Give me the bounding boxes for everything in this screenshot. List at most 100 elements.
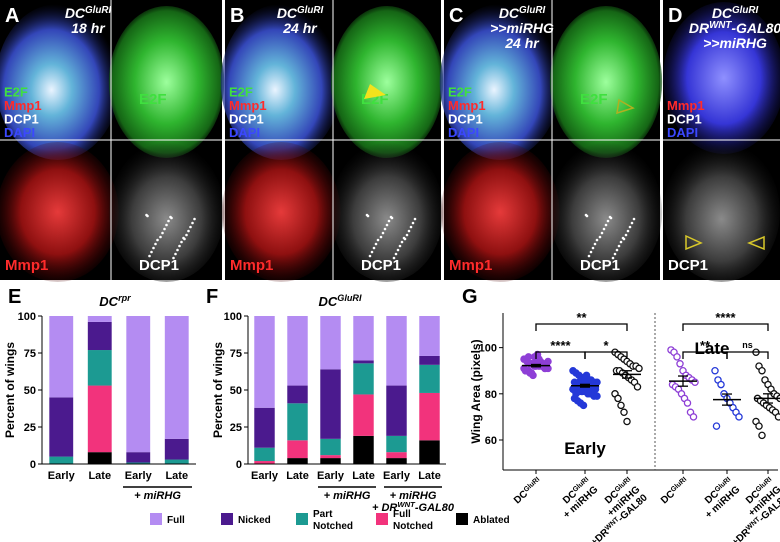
channel-label: DCP1 xyxy=(229,112,264,127)
speckle xyxy=(390,216,394,220)
text-segment: + miRHG xyxy=(324,490,371,502)
speckle xyxy=(152,246,155,250)
x-tick-label: Early xyxy=(383,470,411,482)
x-tick-label: DCGluRI xyxy=(659,476,691,507)
speckle xyxy=(374,242,378,246)
significance-bracket xyxy=(535,351,586,359)
data-point xyxy=(774,413,780,421)
bar-segment xyxy=(419,355,440,365)
error-bar xyxy=(763,393,773,404)
speckle xyxy=(615,248,619,252)
x-tick-label: DCGluRI+miRHG+DRWNT-GAL80 xyxy=(574,475,650,542)
bar-segment xyxy=(353,435,374,464)
speckle xyxy=(630,221,634,225)
error-bar xyxy=(622,370,632,379)
x-tick-label: DCGluRI xyxy=(512,476,544,507)
title-line: 24 hr xyxy=(504,35,540,51)
x-tick-label: Early xyxy=(251,470,279,482)
data-point xyxy=(755,422,763,430)
bar-segment xyxy=(287,316,308,386)
speckle xyxy=(383,227,387,231)
bar-segment xyxy=(126,462,151,464)
speckle xyxy=(606,219,610,223)
speckle xyxy=(591,246,595,250)
x-label-line: DCGluRI xyxy=(659,476,691,507)
speckle xyxy=(409,225,413,229)
bar-segment xyxy=(87,452,112,464)
text-segment: DC xyxy=(499,5,520,21)
data-point xyxy=(524,353,533,361)
superscript: GluRI xyxy=(85,5,111,16)
tissue-e2f xyxy=(549,6,663,158)
channel-label: Mmp1 xyxy=(667,98,705,113)
bar-segment xyxy=(419,316,440,356)
quadrant-label: DCP1 xyxy=(139,257,179,274)
data-point xyxy=(581,376,589,384)
speckle xyxy=(156,238,159,242)
data-point xyxy=(758,431,766,440)
error-bar xyxy=(580,383,590,388)
bar-segment xyxy=(419,440,440,464)
speckle xyxy=(381,231,385,235)
x-tick-label: Early xyxy=(48,470,76,482)
panel-letter: B xyxy=(230,5,244,27)
panel-title: DCGluRI 24 hr xyxy=(277,5,324,37)
speckle xyxy=(617,244,621,248)
text-segment: 18 hr xyxy=(71,20,106,36)
image-panel: C DCGluRI >>miRHG 24 hrE2FMmp1DCP1DAPIE2FMm… xyxy=(439,0,663,282)
channel-label: DCP1 xyxy=(667,112,702,127)
speckle xyxy=(376,238,380,242)
bar-segment xyxy=(164,459,189,464)
tissue-merge xyxy=(439,4,561,160)
speckle xyxy=(602,227,606,231)
data-point xyxy=(676,360,684,368)
text-segment: DR xyxy=(689,20,710,36)
data-point xyxy=(579,401,588,410)
bar-chart: F DCGluRI Percent of wings 0 25 50 75 100 Early L… xyxy=(206,286,455,514)
superscript: WNT xyxy=(709,20,732,31)
speckle xyxy=(172,256,175,260)
superscript: rpr xyxy=(118,293,131,303)
x-tick-label: Late xyxy=(286,470,309,482)
y-tick-label: 0 xyxy=(236,459,242,471)
tissue-mmp1 xyxy=(0,142,119,282)
annotation: Late xyxy=(695,339,730,358)
legend-label-line: Part xyxy=(313,509,333,520)
data-point xyxy=(572,390,580,398)
channel-label: DCP1 xyxy=(4,112,39,127)
channel-label: DAPI xyxy=(4,125,35,140)
group-label: + miRHG xyxy=(324,490,371,502)
bar-segment xyxy=(353,363,374,395)
title-line: DCGluRI xyxy=(712,5,759,22)
bar-segment xyxy=(353,394,374,436)
channel-label: DCP1 xyxy=(448,112,483,127)
data-point xyxy=(617,401,625,410)
image-panel: D DCGluRI DRWNT-GAL80 >>miRHGMmp1DCP1DAPIDC… xyxy=(663,0,780,282)
bar-segment xyxy=(320,458,341,464)
significance-bracket xyxy=(682,323,769,331)
channel-label: Mmp1 xyxy=(448,98,486,113)
bar-segment xyxy=(320,438,341,456)
significance-label: **** xyxy=(715,310,736,325)
bar-segment xyxy=(287,458,308,464)
superscript: GluRI xyxy=(669,476,688,494)
text-segment: + DR xyxy=(372,502,397,514)
error-bar xyxy=(678,375,688,387)
significance-label: **** xyxy=(550,338,571,353)
speckle xyxy=(396,248,400,252)
bar-segment xyxy=(254,461,275,464)
speckle xyxy=(626,229,630,233)
chart-title: DCGluRI xyxy=(318,293,362,309)
text-segment: -GAL80 xyxy=(415,502,455,514)
legend-label: Nicked xyxy=(238,515,271,526)
channel-label: E2F xyxy=(229,85,253,100)
y-tick-label: 60 xyxy=(485,435,497,447)
y-tick-label: 100 xyxy=(479,343,497,355)
title-line: DCGluRI xyxy=(277,5,324,22)
title-line: DRWNT-GAL80 xyxy=(689,20,780,37)
speckle xyxy=(609,216,613,220)
speckle xyxy=(176,248,179,252)
superscript: GluRI xyxy=(297,5,323,16)
